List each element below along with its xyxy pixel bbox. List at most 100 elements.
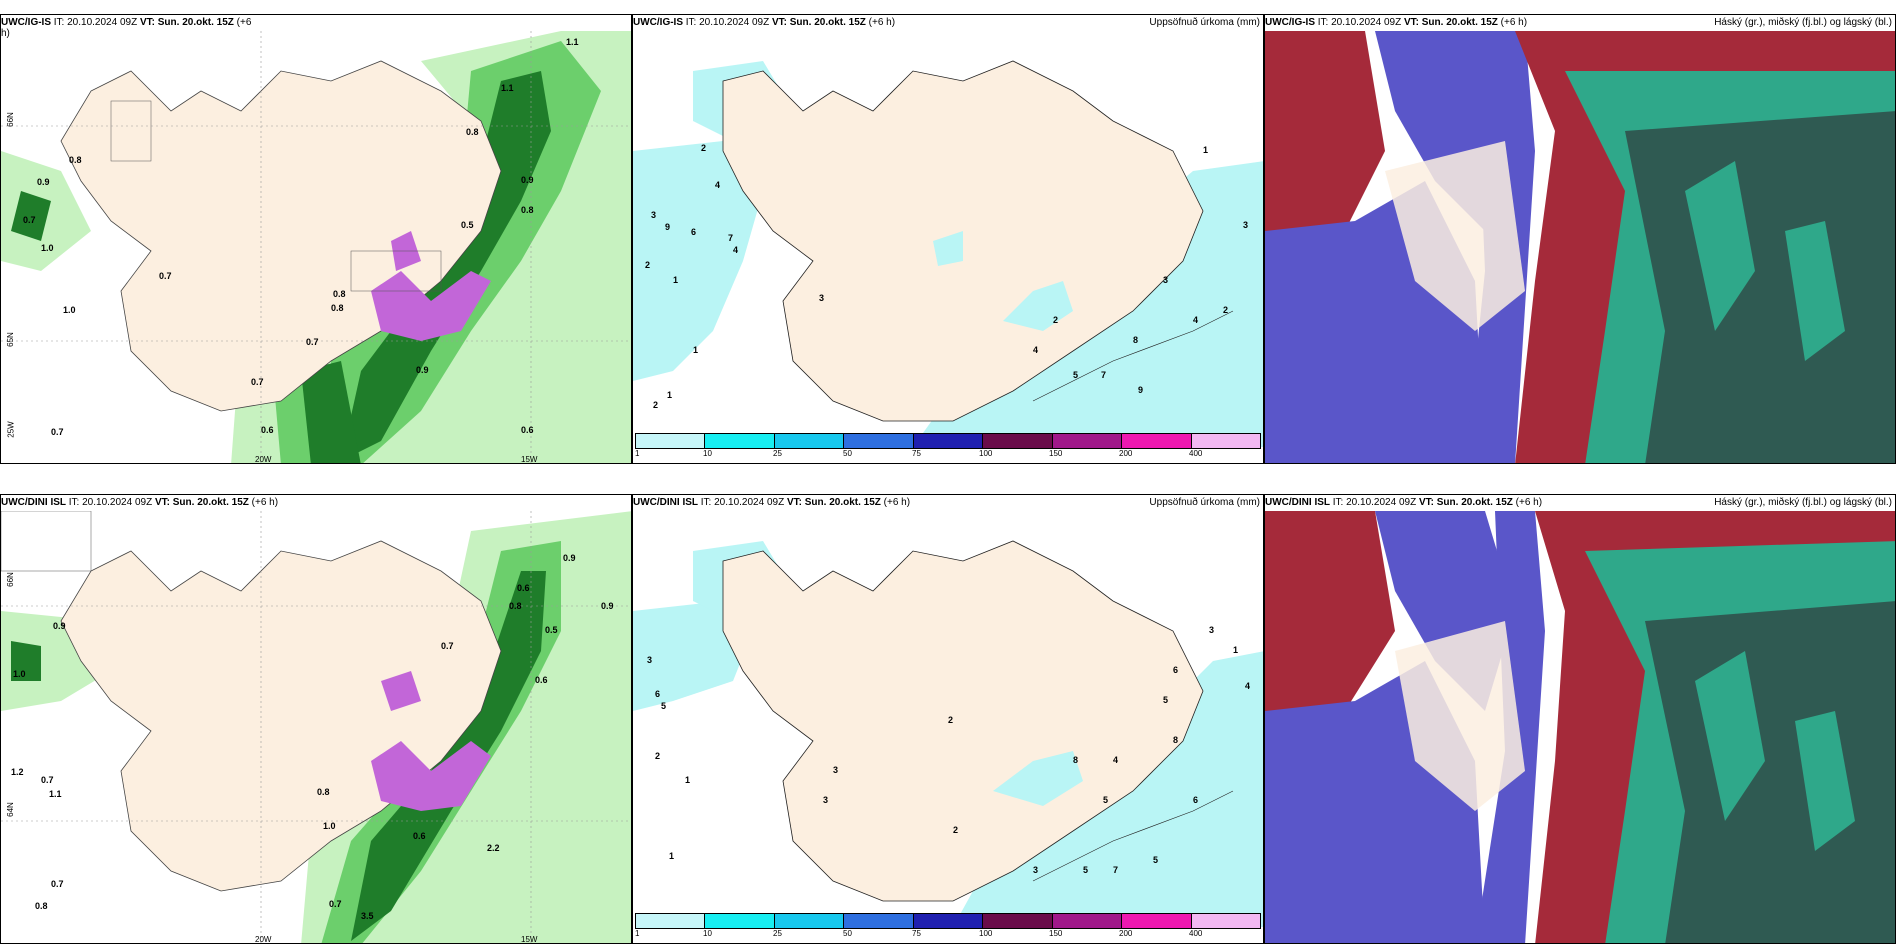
precip-value: 1.1: [566, 37, 579, 47]
colorbar-segment: [1191, 914, 1260, 928]
precip-value: 3: [1209, 625, 1215, 635]
colorbar-tick: 100: [979, 929, 993, 938]
colorbar-segment: [913, 914, 984, 928]
precip-value: 4: [733, 245, 739, 255]
colorbar-segment: [1052, 434, 1123, 448]
panel-title: UWC/IG-IS IT: 20.10.2024 09Z VT: Sun. 20…: [1, 17, 252, 39]
precip-value: 3: [833, 765, 839, 775]
precip-value: 6: [1173, 665, 1179, 675]
precip-value: 8: [1173, 735, 1179, 745]
precip-value: 1.0: [323, 821, 336, 831]
precip-value: 2.2: [487, 843, 500, 853]
precip-value: 0.6: [261, 425, 274, 435]
precip-value: 8: [1073, 755, 1079, 765]
precip-value: 0.6: [521, 425, 534, 435]
panel-bottom-right-clouds: UWC/DINI ISL IT: 20.10.2024 09Z VT: Sun.…: [1264, 494, 1896, 944]
panel-right-title: Uppsöfnuð úrkoma (mm): [1149, 17, 1260, 28]
precip-value: 1: [669, 851, 675, 861]
colorbar-tick: 1: [635, 449, 640, 458]
precip-value: 2: [701, 143, 707, 153]
precip-value: 1.1: [501, 83, 514, 93]
precip-value: 2: [1053, 315, 1059, 325]
colorbar-segment: [774, 434, 845, 448]
precip-value: 0.7: [41, 775, 54, 785]
precip-value: 2: [653, 400, 659, 410]
panel-right-title: Háský (gr.), miðský (fj.bl.) og lágský (…: [1714, 497, 1892, 508]
lon-label-15w: 15W: [521, 935, 538, 944]
precip-value: 0.7: [306, 337, 319, 347]
precip-value: 0.7: [251, 377, 264, 387]
precip-value: 2: [953, 825, 959, 835]
precip-value: 1.0: [41, 243, 54, 253]
precip-value: 3: [1243, 220, 1249, 230]
colorbar-tick: 50: [843, 449, 852, 458]
panel-right-title: Háský (gr.), miðský (fj.bl.) og lágský (…: [1714, 17, 1892, 28]
precip-value: 2: [655, 751, 661, 761]
precip-colorbar: [635, 913, 1261, 929]
precip-value: 0.8: [466, 127, 479, 137]
precip-value: 0.9: [521, 175, 534, 185]
colorbar-tick: 200: [1119, 449, 1133, 458]
panel-title: UWC/IG-IS IT: 20.10.2024 09Z VT: Sun. 20…: [633, 17, 896, 28]
panel-bottom-mid-precip: UWC/DINI ISL IT: 20.10.2024 09Z VT: Sun.…: [632, 494, 1264, 944]
precip-value: 0.9: [601, 601, 614, 611]
colorbar-tick: 25: [773, 449, 782, 458]
precip-value: 1: [1203, 145, 1209, 155]
precip-value: 0.5: [545, 625, 558, 635]
panel-top-left-wind: UWC/IG-IS IT: 20.10.2024 09Z VT: Sun. 20…: [0, 14, 632, 464]
map-top-right: [1265, 31, 1895, 463]
map-top-mid: [633, 31, 1263, 447]
colorbar-segment: [913, 434, 984, 448]
precip-value: 4: [1193, 315, 1199, 325]
colorbar-segment: [705, 434, 775, 448]
precip-value: 0.7: [441, 641, 454, 651]
precip-value: 1: [673, 275, 679, 285]
colorbar-tick: 200: [1119, 929, 1133, 938]
panel-top-mid-precip: UWC/IG-IS IT: 20.10.2024 09Z VT: Sun. 20…: [632, 14, 1264, 464]
panel-title: UWC/IG-IS IT: 20.10.2024 09Z VT: Sun. 20…: [1265, 17, 1528, 28]
precip-value: 0.7: [329, 899, 342, 909]
precip-value: 5: [1073, 370, 1079, 380]
precip-value: 1.2: [11, 767, 24, 777]
colorbar-segment: [983, 914, 1053, 928]
precip-value: 0.7: [51, 879, 64, 889]
colorbar-segment: [844, 914, 914, 928]
precip-value: 2: [948, 715, 954, 725]
panel-title: UWC/DINI ISL IT: 20.10.2024 09Z VT: Sun.…: [1, 497, 279, 508]
lon-label-25w: 25W: [6, 421, 16, 438]
lat-label-66n: 66N: [5, 572, 15, 587]
map-top-left: [1, 31, 631, 463]
precip-value: 1: [693, 345, 699, 355]
precip-value: 3: [823, 795, 829, 805]
map-bottom-left: [1, 511, 631, 943]
panel-right-title: Uppsöfnuð úrkoma (mm): [1149, 497, 1260, 508]
precip-value: 6: [1193, 795, 1199, 805]
precip-value: 1.0: [63, 305, 76, 315]
panel-top-right-clouds: UWC/IG-IS IT: 20.10.2024 09Z VT: Sun. 20…: [1264, 14, 1896, 464]
precip-value: 6: [691, 227, 697, 237]
colorbar-tick: 100: [979, 449, 993, 458]
colorbar-tick: 150: [1049, 929, 1063, 938]
precip-value: 0.5: [461, 220, 474, 230]
precip-value: 9: [665, 222, 671, 232]
precip-value: 3: [819, 293, 825, 303]
panel-title: UWC/DINI ISL IT: 20.10.2024 09Z VT: Sun.…: [633, 497, 911, 508]
precip-value: 4: [1033, 345, 1039, 355]
precip-value: 1.1: [49, 789, 62, 799]
colorbar-segment: [1122, 914, 1192, 928]
precip-value: 0.8: [521, 205, 534, 215]
colorbar-tick: 50: [843, 929, 852, 938]
precip-value: 4: [1245, 681, 1251, 691]
precip-value: 9: [1138, 385, 1144, 395]
colorbar-tick: 400: [1189, 449, 1203, 458]
precip-value: 2: [1223, 305, 1229, 315]
precip-value: 0.9: [563, 553, 576, 563]
colorbar-tick: 75: [912, 929, 921, 938]
precip-value: 0.8: [333, 289, 346, 299]
panel-bottom-left-wind: UWC/DINI ISL IT: 20.10.2024 09Z VT: Sun.…: [0, 494, 632, 944]
precip-value: 7: [1113, 865, 1119, 875]
precip-value: 6: [655, 689, 661, 699]
precip-value: 3: [1033, 865, 1039, 875]
precip-value: 3: [1163, 275, 1169, 285]
precip-value: 1: [1233, 645, 1239, 655]
